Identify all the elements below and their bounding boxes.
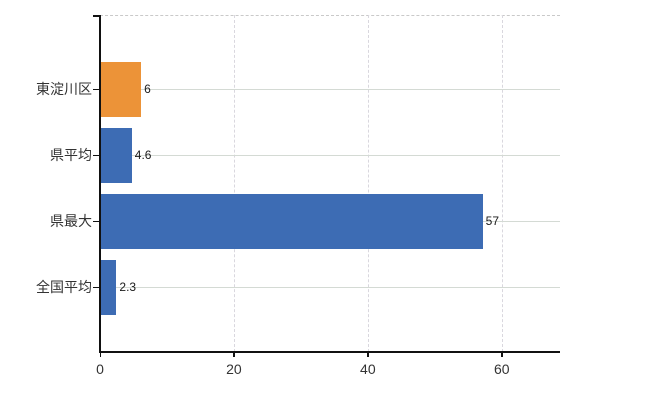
bar-value-label: 4.6 (134, 148, 152, 162)
bar (101, 61, 142, 117)
category-label: 県平均 (50, 147, 92, 163)
category-tick-mark (93, 220, 100, 222)
x-tick-mark (233, 352, 235, 357)
category-label: 県最大 (50, 213, 92, 229)
y-axis-line (99, 15, 101, 353)
h-gridline (101, 155, 560, 156)
x-axis-line (99, 351, 560, 353)
h-gridline (101, 89, 560, 90)
v-gridline (367, 15, 369, 352)
x-tick-label: 20 (226, 361, 242, 377)
category-label: 全国平均 (36, 279, 92, 295)
category-label: 東淀川区 (36, 81, 92, 97)
bar-value-label: 57 (485, 214, 500, 228)
y-axis-end-tick (93, 15, 100, 17)
h-gridline (101, 287, 560, 288)
v-gridline (501, 15, 503, 352)
bar-value-label: 2.3 (119, 280, 137, 294)
v-gridline (233, 15, 235, 352)
x-tick-mark (99, 352, 101, 357)
bar (101, 259, 117, 315)
category-tick-mark (93, 154, 100, 156)
x-tick-label: 60 (493, 361, 510, 377)
x-tick-mark (501, 352, 503, 357)
x-tick-mark (367, 352, 369, 357)
bar (101, 127, 132, 183)
x-tick-label: 0 (96, 361, 104, 377)
bar-value-label: 6 (144, 82, 151, 96)
category-tick-mark (93, 286, 100, 288)
plot-top-border (100, 15, 560, 16)
category-tick-mark (93, 88, 100, 90)
bar (101, 193, 483, 249)
x-tick-label: 40 (360, 361, 376, 377)
